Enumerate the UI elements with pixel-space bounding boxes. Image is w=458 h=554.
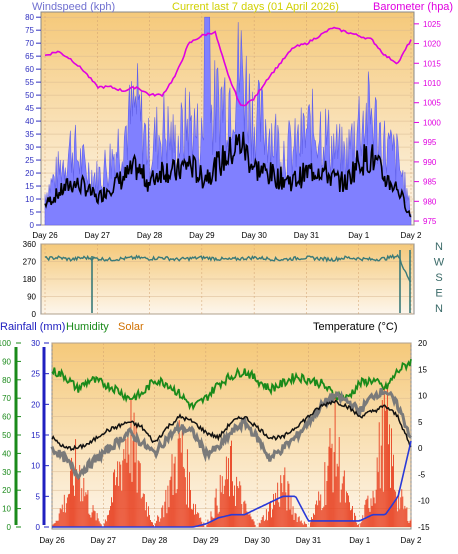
compass-label: N [435,303,443,315]
temperature-tick-label: 0 [418,444,423,453]
temperature-tick-label: 20 [418,339,427,348]
windspeed-tick-label: 55 [25,78,34,87]
temperature-tick-label: 15 [418,365,427,374]
humidity-tick-label: 70 [2,394,11,403]
windspeed-axis-label: Windspeed (kph) [32,1,115,13]
day-label-bottom: Day 27 [91,536,117,545]
day-label-bottom: Day 29 [193,536,219,545]
humidity-tick-label: 60 [2,413,11,422]
day-label: Day 26 [32,231,58,240]
windspeed-tick-label: 60 [25,65,34,74]
windspeed-tick-label: 35 [25,130,34,139]
windspeed-tick-label: 15 [25,182,34,191]
direction-tick-label: 270 [23,258,37,267]
dewpoint-line [51,399,412,452]
humidity-line [51,358,412,411]
humidity-tick-label: 20 [2,486,11,495]
rainfall-axis-label: Rainfall (mm) [0,321,65,333]
day-label-bottom: Day 2 [401,536,422,545]
humidity-axis-label: Humidity [66,321,109,333]
humidity-tick-label: 80 [2,376,11,385]
temperature-tick-label: -15 [418,523,430,532]
day-label: Day 30 [241,231,267,240]
temperature-tick-label: -5 [418,470,426,479]
day-label-bottom: Day 30 [244,536,270,545]
rainfall-tick-label: 15 [31,431,40,440]
windspeed-tick-label: 70 [25,39,34,48]
barometer-tick-label: 990 [423,158,437,167]
direction-tick-label: 90 [27,293,36,302]
temperature-tick-label: 10 [418,392,427,401]
rainfall-line [52,440,412,528]
wind-average-line [44,131,412,218]
solar-axis-label: Solar [118,321,144,333]
day-label-bottom: Day 26 [39,536,65,545]
windspeed-tick-label: 20 [25,169,34,178]
temperature-axis-label: Temperature (°C) [313,321,397,333]
direction-tick-label: 0 [32,310,37,319]
day-label: Day 29 [189,231,215,240]
day-label: Day 1 [348,231,369,240]
rainfall-tick-label: 30 [31,339,40,348]
barometer-tick-label: 1020 [423,40,441,49]
humidity-tick-label: 10 [2,505,11,514]
windspeed-tick-label: 25 [25,156,34,165]
compass-label: S [435,272,442,284]
humidity-tick-label: 50 [2,431,11,440]
barometer-tick-label: 1025 [423,20,441,29]
humidity-tick-label: 30 [2,468,11,477]
day-label: Day 27 [85,231,111,240]
barometer-tick-label: 980 [423,197,437,206]
windspeed-tick-label: 10 [25,195,34,204]
day-label-bottom: Day 1 [349,536,370,545]
direction-tick-label: 360 [23,240,37,249]
windspeed-tick-label: 0 [30,221,35,230]
windspeed-tick-label: 50 [25,91,34,100]
humidity-tick-label: 0 [7,523,12,532]
direction-tick-label: 180 [23,275,37,284]
windspeed-tick-label: 75 [25,26,34,35]
compass-label: W [434,257,445,269]
windspeed-tick-label: 80 [25,13,34,22]
humidity-tick-label: 40 [2,449,11,458]
day-label-bottom: Day 31 [296,536,322,545]
day-label: Day 2 [401,231,422,240]
day-label: Day 31 [294,231,320,240]
windspeed-tick-label: 5 [30,208,35,217]
rainfall-tick-label: 25 [31,370,40,379]
temperature-tick-label: -10 [418,497,430,506]
rainfall-tick-label: 0 [36,523,41,532]
barometer-tick-label: 975 [423,217,437,226]
barometer-axis-label: Barometer (hpa) [373,1,453,13]
windspeed-tick-label: 30 [25,143,34,152]
humidity-tick-label: 90 [2,357,11,366]
compass-label: N [435,241,443,253]
temperature-tick-label: 5 [418,418,423,427]
chart-title: Current last 7 days (01 April 2026) [172,1,339,13]
barometer-tick-label: 1010 [423,79,441,88]
barometer-tick-label: 1000 [423,118,441,127]
day-label-bottom: Day 28 [142,536,168,545]
barometer-tick-label: 985 [423,178,437,187]
barometer-line [44,26,412,107]
compass-label: E [435,288,442,300]
windspeed-tick-label: 40 [25,117,34,126]
windspeed-tick-label: 65 [25,52,34,61]
barometer-tick-label: 1015 [423,59,441,68]
rainfall-tick-label: 5 [36,492,41,501]
rainfall-tick-label: 10 [31,462,40,471]
humidity-tick-label: 100 [0,339,12,348]
day-label: Day 28 [137,231,163,240]
rainfall-tick-label: 20 [31,400,40,409]
barometer-tick-label: 1005 [423,99,441,108]
barometer-tick-label: 995 [423,138,437,147]
wind-direction-line [44,253,412,283]
windspeed-tick-label: 45 [25,104,34,113]
